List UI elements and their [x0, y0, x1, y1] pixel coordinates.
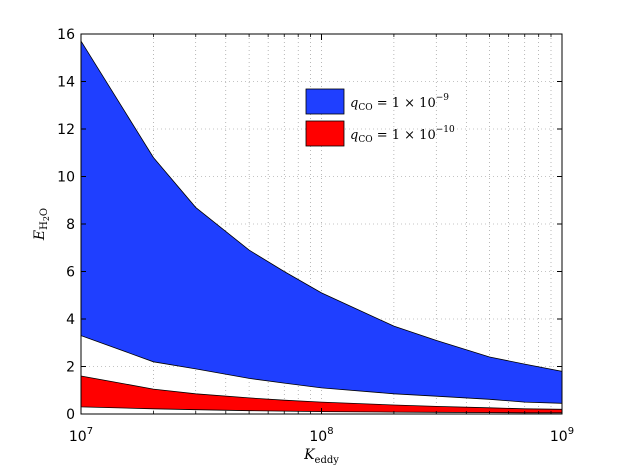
legend-swatch-1	[305, 88, 345, 115]
y-tick-label: 16	[57, 27, 75, 43]
axis-ticks: 0 2 4 6 8 10 12 14 16 107 108 109	[57, 27, 574, 445]
x-axis-label: Keddy	[303, 447, 339, 466]
legend: qCO = 1 × 10−9 qCO = 1 × 10−10	[305, 88, 455, 147]
y-tick-label: 2	[66, 360, 75, 376]
y-tick-label: 14	[57, 75, 75, 91]
y-tick-label: 8	[66, 217, 75, 233]
y-tick-label: 0	[66, 407, 75, 423]
y-tick-label: 10	[57, 170, 75, 186]
legend-label-1: qCO = 1 × 10−9	[350, 93, 449, 113]
y-tick-label: 4	[66, 312, 75, 328]
x-tick-label: 108	[309, 426, 333, 445]
y-axis-label: EH2O	[32, 208, 51, 241]
x-tick-label: 107	[69, 426, 93, 445]
legend-label-2: qCO = 1 × 10−10	[350, 125, 455, 145]
y-tick-label: 12	[57, 122, 75, 138]
legend-swatch-2	[305, 120, 345, 147]
x-tick-label: 109	[550, 426, 574, 445]
y-tick-label: 6	[66, 265, 75, 281]
